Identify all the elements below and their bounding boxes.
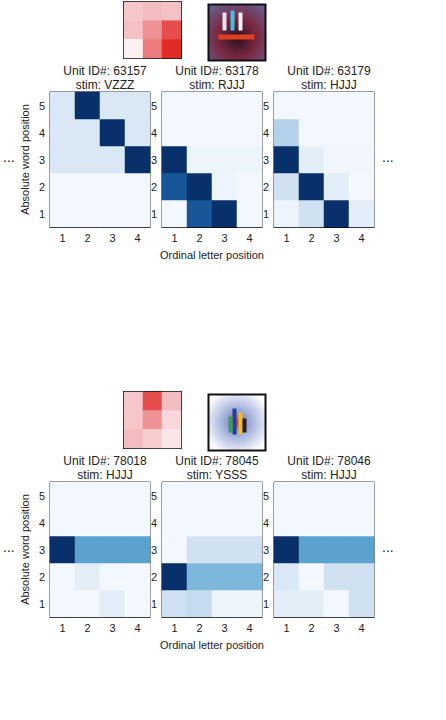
svg-text:Unit ID#: 78046: Unit ID#: 78046	[287, 454, 371, 468]
svg-text:3: 3	[151, 544, 157, 556]
svg-text:Absolute word position: Absolute word position	[19, 494, 31, 605]
svg-text:Unit ID#: 63157: Unit ID#: 63157	[63, 64, 147, 78]
svg-text:2: 2	[196, 622, 202, 634]
svg-text:1: 1	[59, 622, 65, 634]
svg-text:3: 3	[39, 544, 45, 556]
svg-text:3: 3	[333, 232, 339, 244]
svg-text:3: 3	[151, 154, 157, 166]
svg-text:stim: VZZZ: stim: VZZZ	[76, 78, 135, 92]
svg-text:4: 4	[134, 622, 140, 634]
svg-text:stim: YSSS: stim: YSSS	[187, 468, 247, 482]
svg-text:3: 3	[333, 622, 339, 634]
svg-text:2: 2	[308, 232, 314, 244]
svg-text:2: 2	[196, 232, 202, 244]
svg-text:3: 3	[221, 622, 227, 634]
svg-text:3: 3	[39, 154, 45, 166]
svg-text:Absolute word position: Absolute word position	[19, 104, 31, 215]
svg-text:Unit ID#: 63179: Unit ID#: 63179	[287, 64, 371, 78]
svg-text:1: 1	[283, 232, 289, 244]
svg-text:Unit ID#: 78018: Unit ID#: 78018	[63, 454, 147, 468]
svg-text:5: 5	[39, 100, 45, 112]
svg-text:...: ...	[382, 539, 394, 555]
svg-text:Ordinal letter position: Ordinal letter position	[160, 639, 264, 651]
svg-text:5: 5	[151, 100, 157, 112]
svg-text:4: 4	[134, 232, 140, 244]
svg-text:1: 1	[283, 622, 289, 634]
svg-text:2: 2	[308, 622, 314, 634]
svg-text:4: 4	[263, 127, 269, 139]
svg-text:stim: HJJJ: stim: HJJJ	[301, 468, 356, 482]
svg-text:2: 2	[263, 181, 269, 193]
svg-text:...: ...	[3, 149, 15, 165]
svg-text:4: 4	[246, 232, 252, 244]
svg-text:1: 1	[263, 208, 269, 220]
svg-text:stim: HJJJ: stim: HJJJ	[301, 78, 356, 92]
svg-text:3: 3	[109, 622, 115, 634]
svg-text:4: 4	[358, 622, 364, 634]
svg-text:4: 4	[246, 622, 252, 634]
svg-text:1: 1	[263, 598, 269, 610]
svg-text:1: 1	[151, 208, 157, 220]
svg-text:3: 3	[263, 154, 269, 166]
svg-text:4: 4	[151, 517, 157, 529]
svg-text:2: 2	[39, 181, 45, 193]
svg-text:4: 4	[358, 232, 364, 244]
svg-text:5: 5	[263, 490, 269, 502]
svg-text:...: ...	[3, 539, 15, 555]
svg-text:Unit ID#: 63178: Unit ID#: 63178	[175, 64, 259, 78]
svg-text:5: 5	[39, 490, 45, 502]
svg-text:2: 2	[151, 181, 157, 193]
svg-text:1: 1	[59, 232, 65, 244]
svg-text:5: 5	[263, 100, 269, 112]
svg-text:2: 2	[151, 571, 157, 583]
svg-text:stim: RJJJ: stim: RJJJ	[189, 78, 244, 92]
svg-text:2: 2	[84, 622, 90, 634]
svg-text:2: 2	[84, 232, 90, 244]
svg-text:4: 4	[39, 517, 45, 529]
svg-text:4: 4	[263, 517, 269, 529]
svg-text:1: 1	[39, 598, 45, 610]
svg-text:Unit ID#: 78045: Unit ID#: 78045	[175, 454, 259, 468]
svg-text:4: 4	[151, 127, 157, 139]
svg-text:1: 1	[39, 208, 45, 220]
svg-text:3: 3	[109, 232, 115, 244]
svg-text:5: 5	[151, 490, 157, 502]
svg-text:3: 3	[263, 544, 269, 556]
svg-text:1: 1	[151, 598, 157, 610]
svg-text:stim: HJJJ: stim: HJJJ	[77, 468, 132, 482]
svg-text:2: 2	[39, 571, 45, 583]
svg-text:Ordinal letter position: Ordinal letter position	[160, 249, 264, 261]
svg-text:1: 1	[171, 622, 177, 634]
svg-text:1: 1	[171, 232, 177, 244]
svg-text:4: 4	[39, 127, 45, 139]
svg-text:...: ...	[382, 149, 394, 165]
svg-text:2: 2	[263, 571, 269, 583]
svg-text:3: 3	[221, 232, 227, 244]
